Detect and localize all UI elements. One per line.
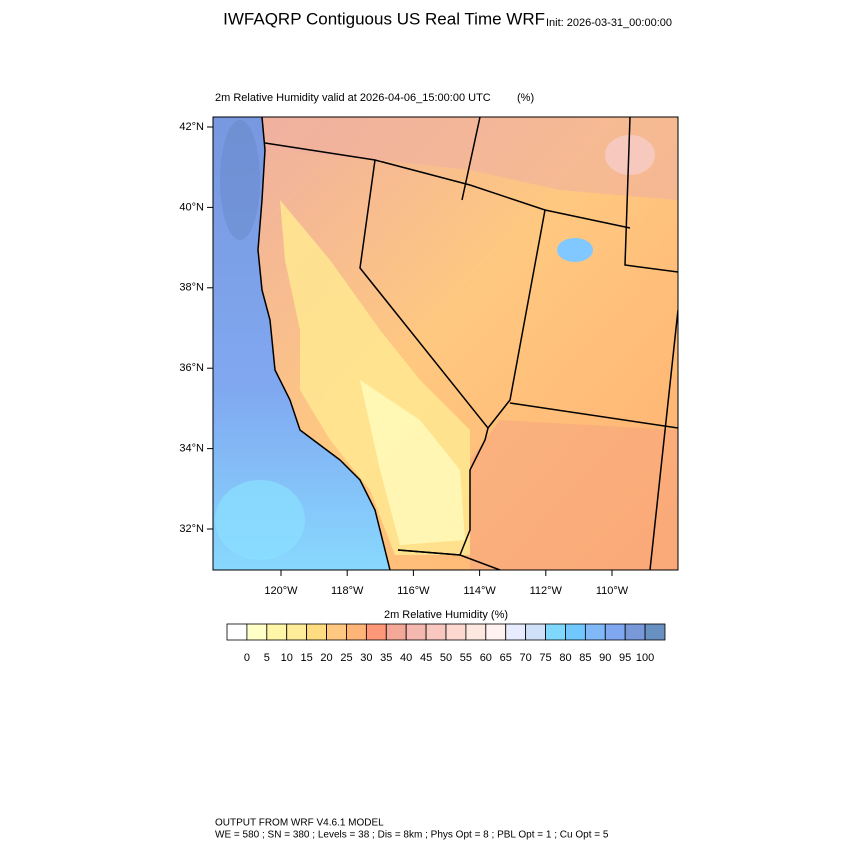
colorbar-label: 20 [320, 652, 332, 664]
colorbar-label: 35 [380, 652, 392, 664]
colorbar-box [306, 623, 327, 641]
lat-label: 40°N [179, 201, 204, 213]
colorbar-box [226, 623, 248, 641]
colorbar-box [465, 623, 487, 641]
lat-label: 34°N [179, 443, 204, 455]
colorbar-label: 50 [440, 652, 452, 664]
colorbar-label: 25 [340, 652, 352, 664]
colorbar-title: 2m Relative Humidity (%) [384, 609, 508, 621]
nevada-utah-border [487, 209, 546, 429]
colorbar-label: 45 [420, 652, 432, 664]
colorbar-label: 30 [360, 652, 372, 664]
colorbar-box [326, 623, 347, 641]
colorbar-label: 5 [264, 652, 270, 664]
colorbar-box [545, 623, 566, 641]
colorbar-box [346, 623, 367, 641]
main-title: IWFAQRP Contiguous US Real Time WRF [223, 9, 545, 28]
california-border [359, 159, 489, 556]
lon-label: 112°W [530, 585, 563, 597]
colorbar-label: 90 [599, 652, 611, 664]
colorbar-box [624, 623, 646, 641]
lon-label: 116°W [397, 585, 430, 597]
colorbar-label: 70 [520, 652, 532, 664]
map-frame [212, 116, 679, 571]
colorbar-label: 0 [244, 652, 250, 664]
footer-model: OUTPUT FROM WRF V4.6.1 MODEL [215, 818, 384, 829]
plot-title: 2m Relative Humidity valid at 2026-04-06… [215, 92, 491, 104]
colorbar-box [525, 623, 546, 641]
colorbar-label: 15 [301, 652, 313, 664]
lon-label: 120°W [264, 585, 298, 597]
lon-label: 118°W [331, 585, 364, 597]
lat-label: 42°N [179, 121, 204, 133]
colorbar-label: 100 [636, 652, 654, 664]
colorbar-box [246, 623, 268, 641]
map [213, 117, 678, 570]
colorbar: 0 5 10 15 20 25 30 35 40 45 50 55 60 65 70 75 80 85 90 95 10… [226, 623, 666, 664]
colorbar-label: 80 [559, 652, 571, 664]
lon-label: 114°W [463, 585, 496, 597]
wyoming-border [624, 117, 678, 273]
colorbar-box [584, 623, 606, 641]
colorbar-label: 10 [281, 652, 293, 664]
colorbar-box [286, 623, 308, 641]
colorbar-label: 40 [400, 652, 412, 664]
plot-units: (%) [517, 92, 534, 104]
lat-label: 38°N [179, 282, 204, 294]
colorbar-label: 65 [500, 652, 512, 664]
colorbar-box [385, 623, 407, 641]
colorbar-label: 75 [539, 652, 551, 664]
lat-label: 36°N [179, 362, 204, 374]
lon-label: 110°W [596, 585, 629, 597]
colorbar-label: 95 [619, 652, 631, 664]
lat-label: 32°N [179, 523, 204, 535]
graticule-labels: 42°N 40°N 38°N 36°N 34°N 32°N 120°W 118°W 116°W 1… [179, 121, 628, 597]
wyoming-field [605, 135, 655, 175]
colorbar-box [604, 623, 626, 641]
colorbar-box [485, 623, 507, 641]
idaho-border [461, 117, 481, 201]
arizona-utah-border [509, 402, 678, 429]
init-time: Init: 2026-03-31_00:00:00 [546, 17, 672, 29]
colorbar-label: 60 [480, 652, 492, 664]
colorbar-box [445, 623, 467, 641]
colorbar-label: 55 [460, 652, 472, 664]
colorbar-box [565, 623, 586, 641]
borders [257, 117, 678, 570]
colorbar-label: 85 [579, 652, 591, 664]
new-mexico-border [649, 309, 678, 570]
footer-settings: WE = 580 ; SN = 380 ; Levels = 38 ; Dis … [215, 830, 609, 841]
coastline [257, 117, 391, 570]
desert [360, 380, 465, 545]
great-salt-lake [557, 238, 593, 262]
offshore-field [215, 480, 305, 560]
northern-border [264, 142, 631, 229]
colorbar-box [266, 623, 288, 641]
colorbar-box [505, 623, 527, 641]
offshore-field [220, 120, 260, 240]
colorbar-box [644, 623, 666, 641]
arizona-field [470, 420, 678, 570]
colorbar-box [405, 623, 427, 641]
colorbar-box [365, 623, 387, 641]
colorbar-box [425, 623, 447, 641]
mexico-border [397, 549, 501, 570]
